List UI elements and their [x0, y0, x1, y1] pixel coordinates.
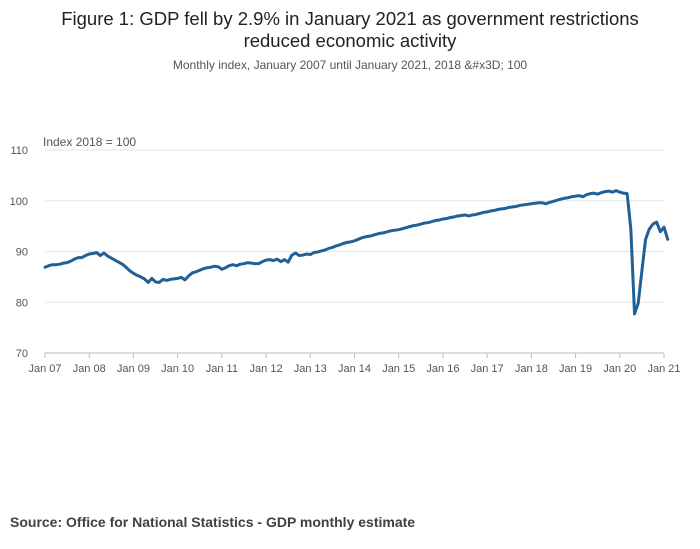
y-axis-label: Index 2018 = 100 [43, 135, 136, 149]
x-tick-label: Jan 14 [338, 363, 371, 375]
x-tick-label: Jan 13 [294, 363, 327, 375]
x-tick-label: Jan 10 [161, 363, 194, 375]
x-tick-label: Jan 09 [117, 363, 150, 375]
chart-title-line-1: Figure 1: GDP fell by 2.9% in January 20… [61, 8, 639, 29]
chart-title-line-2: reduced economic activity [243, 30, 457, 51]
y-tick-label: 100 [10, 196, 28, 208]
series-line-gdp [43, 189, 670, 316]
x-tick-label: Jan 18 [515, 363, 548, 375]
series-layer [43, 189, 670, 316]
chart-title: Figure 1: GDP fell by 2.9% in January 20… [0, 8, 700, 52]
y-tick-label: 90 [16, 247, 28, 259]
x-tick-label: Jan 15 [382, 363, 415, 375]
axes: 70 80 90 100 110 Index 2018 = 100 Jan 07 Jan 08… [10, 135, 681, 375]
y-tick-label: 110 [10, 145, 28, 157]
x-tick-label: Jan 19 [559, 363, 592, 375]
x-tick-label: Jan 16 [426, 363, 459, 375]
x-tick-label: Jan 17 [471, 363, 504, 375]
x-tick-label: Jan 12 [250, 363, 283, 375]
source-note: Source: Office for National Statistics -… [10, 514, 416, 530]
y-tick-label: 80 [16, 297, 28, 309]
gridlines [45, 149, 664, 354]
x-tick-label: Jan 21 [647, 363, 680, 375]
x-tick-label: Jan 20 [603, 363, 636, 375]
x-tick-label: Jan 07 [28, 363, 61, 375]
x-tick-label: Jan 11 [206, 363, 238, 375]
chart-subtitle: Monthly index, January 2007 until Januar… [172, 58, 528, 72]
x-tick-label: Jan 08 [73, 363, 106, 375]
y-tick-label: 70 [16, 348, 28, 360]
